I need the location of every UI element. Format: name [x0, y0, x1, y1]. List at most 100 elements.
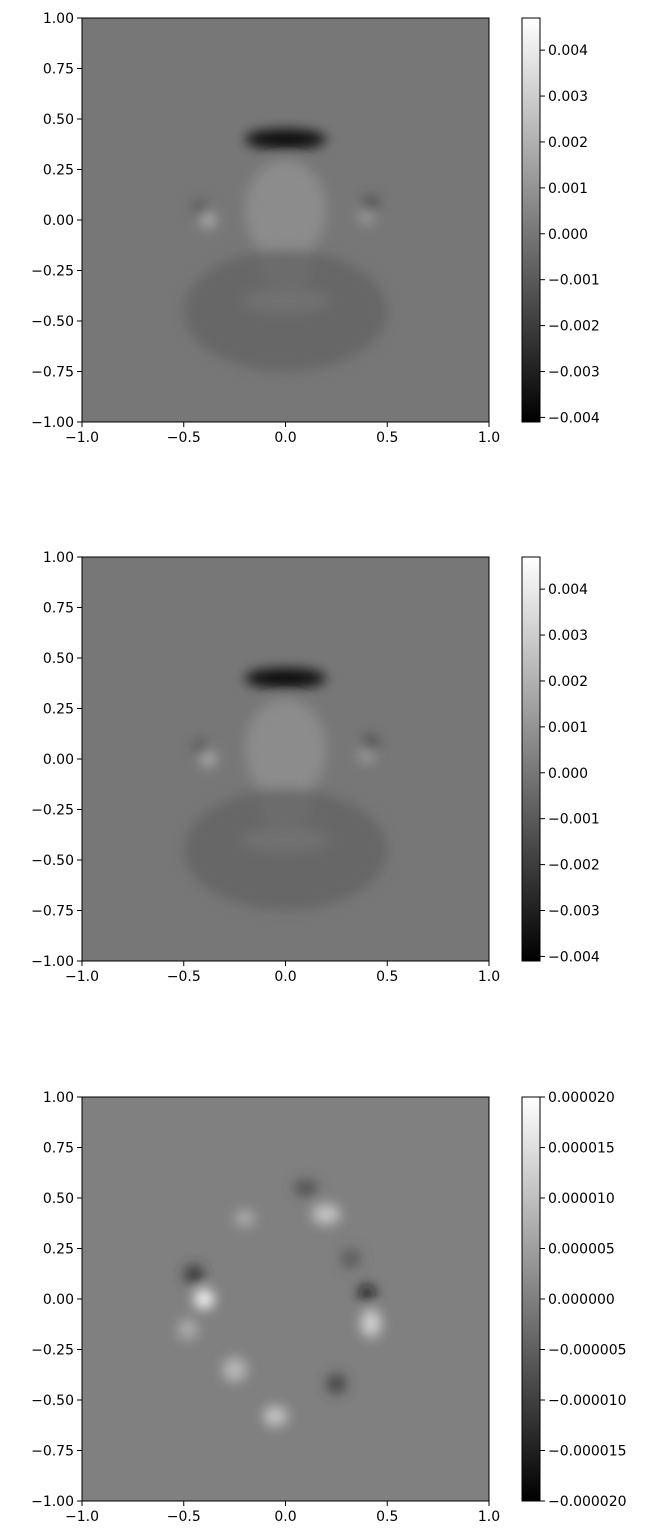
heatmap-feature: [234, 1210, 255, 1227]
heatmap-feature: [360, 1309, 382, 1338]
heatmap-field: [82, 557, 489, 961]
y-tick-label: −0.25: [31, 803, 74, 819]
heatmap-feature: [244, 159, 327, 261]
heatmap-feature: [200, 750, 217, 768]
colorbar-tick-label: −0.001: [548, 273, 600, 289]
y-tick-label: −0.50: [31, 314, 74, 330]
y-tick-label: 0.25: [43, 163, 74, 179]
x-tick-label: 0.0: [274, 430, 296, 446]
colorbar-tick-label: −0.000020: [548, 1494, 627, 1510]
colorbar-tick-label: 0.000020: [548, 1090, 615, 1106]
x-tick-label: −0.5: [167, 969, 201, 985]
heatmap-feature: [358, 207, 376, 225]
colorbar-tick-label: 0.000000: [548, 1292, 615, 1308]
heatmap-feature: [177, 1319, 198, 1340]
y-tick-label: 0.00: [43, 752, 74, 768]
colorbar-tick-label: 0.003: [548, 89, 588, 105]
colorbar-tick-label: 0.000: [548, 766, 588, 782]
heatmap-panel-2: −1.0 −0.5 0.0 0.5 1.0 1.00 0.75 0.50 0.25 0.00 −0.…: [31, 550, 600, 985]
colorbar-tick-label: −0.001: [548, 812, 600, 828]
y-tick-label: 1.00: [43, 550, 74, 566]
heatmap-features: [183, 129, 388, 372]
heatmap-feature: [293, 1179, 319, 1196]
y-tick-label: 0.25: [43, 1242, 74, 1258]
heatmap-feature: [362, 734, 380, 751]
x-tick-label: 0.5: [376, 969, 398, 985]
heatmap-panel-3: −1.0 −0.5 0.0 0.5 1.0 1.00 0.75 0.50 0.25 0.00 −0.…: [31, 1090, 626, 1525]
heatmap-feature: [183, 250, 388, 372]
heatmap-feature: [183, 1264, 205, 1285]
colorbar-tick-label: −0.002: [548, 858, 600, 874]
heatmap-feature: [191, 199, 209, 216]
x-tick-label: 0.0: [274, 1509, 296, 1525]
y-tick-label: −0.75: [31, 1444, 74, 1460]
heatmap-panel-1: −1.0 −0.5 0.0 0.5 1.0 1.00 0.75 0.50 0.25 0.00 −0.…: [31, 11, 600, 446]
y-tick-label: 0.25: [43, 702, 74, 718]
y-tick-label: 0.75: [43, 62, 74, 78]
y-tick-label: −1.00: [31, 415, 74, 431]
colorbar-tick-label: 0.002: [548, 135, 588, 151]
y-tick-label: 0.75: [43, 1141, 74, 1157]
colorbar-tick-label: −0.004: [548, 949, 600, 965]
colorbar: [521, 556, 541, 962]
heatmap-feature: [183, 789, 388, 911]
heatmap-features: [177, 1179, 382, 1427]
y-tick-label: −0.25: [31, 1343, 74, 1359]
x-tick-label: 0.5: [376, 430, 398, 446]
heatmap-feature: [362, 195, 380, 212]
colorbar-tick-label: 0.004: [548, 43, 588, 59]
y-tick-label: 0.50: [43, 1191, 74, 1207]
x-tick-label: −1.0: [65, 430, 99, 446]
colorbar-tick-label: 0.000: [548, 227, 588, 243]
y-tick-label: 1.00: [43, 1090, 74, 1106]
colorbar-tick-label: 0.001: [548, 181, 588, 197]
y-tick-label: −0.25: [31, 264, 74, 280]
colorbar-tick-label: −0.002: [548, 319, 600, 335]
x-tick-label: 1.0: [478, 1509, 500, 1525]
x-tick-label: 1.0: [478, 969, 500, 985]
colorbar-tick-label: 0.000005: [548, 1242, 615, 1258]
x-tick-label: −1.0: [65, 1509, 99, 1525]
heatmap-field: [82, 18, 489, 422]
colorbar-tick-label: −0.000010: [548, 1393, 627, 1409]
heatmap-feature: [311, 1204, 341, 1225]
y-tick-label: 0.50: [43, 651, 74, 667]
colorbar-tick-label: 0.002: [548, 674, 588, 690]
heatmap-feature: [222, 1357, 247, 1382]
y-tick-label: −0.75: [31, 365, 74, 381]
y-tick-label: 0.75: [43, 601, 74, 617]
heatmap-features: [183, 668, 388, 911]
colorbar-tick-label: 0.000015: [548, 1141, 615, 1157]
colorbar-tick-label: −0.003: [548, 365, 600, 381]
heatmap-feature: [193, 1288, 215, 1310]
y-tick-label: 1.00: [43, 11, 74, 27]
heatmap-feature: [244, 668, 327, 689]
x-tick-label: 0.5: [376, 1509, 398, 1525]
y-tick-label: −0.75: [31, 904, 74, 920]
heatmap-feature: [263, 1406, 288, 1427]
colorbar: [521, 1096, 541, 1502]
heatmap-field: [82, 1097, 489, 1501]
heatmap-feature: [244, 698, 327, 800]
y-tick-label: 0.00: [43, 1292, 74, 1308]
colorbar-tick-label: 0.000010: [548, 1191, 615, 1207]
colorbar-tick-label: 0.003: [548, 628, 588, 644]
heatmap-feature: [358, 1284, 376, 1302]
x-tick-label: −1.0: [65, 969, 99, 985]
y-tick-label: −0.50: [31, 853, 74, 869]
colorbar-tick-label: −0.003: [548, 904, 600, 920]
heatmap-feature: [244, 129, 327, 150]
x-tick-label: 0.0: [274, 969, 296, 985]
colorbar: [521, 17, 541, 423]
heatmap-feature: [340, 1248, 361, 1269]
heatmap-background: [82, 1097, 489, 1501]
x-tick-label: 1.0: [478, 430, 500, 446]
colorbar-tick-label: −0.000005: [548, 1343, 627, 1359]
heatmap-feature: [191, 738, 209, 755]
y-tick-label: 0.50: [43, 112, 74, 128]
y-tick-label: 0.00: [43, 213, 74, 229]
x-tick-label: −0.5: [167, 430, 201, 446]
colorbar-tick-label: −0.004: [548, 410, 600, 426]
y-tick-label: −1.00: [31, 954, 74, 970]
